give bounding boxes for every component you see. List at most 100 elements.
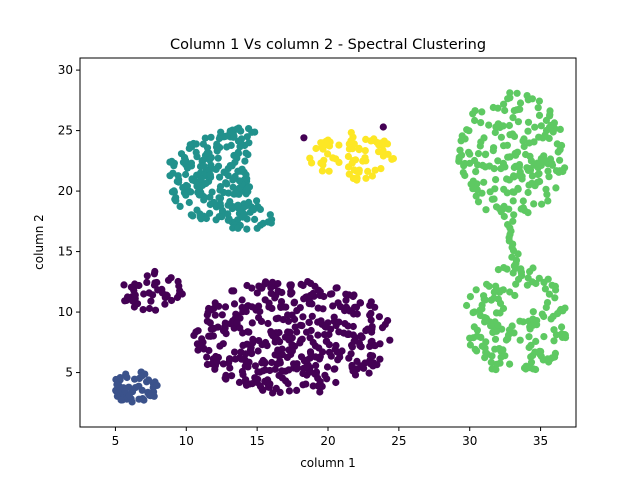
data-point-1170 <box>516 336 524 344</box>
data-point-402 <box>261 280 269 288</box>
data-point-462 <box>129 297 137 305</box>
data-point-1073 <box>541 285 550 293</box>
data-point-1167 <box>537 352 545 360</box>
data-point-1204 <box>300 134 308 142</box>
data-point-1137 <box>466 293 474 301</box>
data-point-669 <box>232 189 240 198</box>
data-point-1092 <box>552 331 561 339</box>
x-tick-label: 30 <box>462 434 477 448</box>
data-point-1010 <box>515 171 523 180</box>
data-point-793 <box>324 150 332 158</box>
data-point-546 <box>222 179 230 187</box>
y-tick-label: 5 <box>65 366 73 380</box>
data-point-920 <box>520 142 528 151</box>
data-point-394 <box>211 311 219 319</box>
data-point-1001 <box>514 185 522 193</box>
data-point-147 <box>293 307 301 315</box>
data-point-324 <box>369 352 377 360</box>
data-point-695 <box>212 216 220 224</box>
data-point-1168 <box>527 353 535 361</box>
data-point-735 <box>236 143 244 151</box>
data-point-1140 <box>495 345 503 353</box>
data-point-1051 <box>527 358 536 366</box>
data-point-458 <box>123 293 132 301</box>
data-point-745 <box>224 210 232 218</box>
data-point-568 <box>253 197 261 205</box>
data-point-1166 <box>496 287 504 295</box>
data-point-331 <box>205 346 213 355</box>
data-point-945 <box>525 139 533 147</box>
data-point-845 <box>510 211 518 219</box>
data-point-820 <box>347 129 355 137</box>
data-point-317 <box>237 355 246 363</box>
data-point-747 <box>240 210 248 218</box>
data-point-924 <box>480 134 488 142</box>
data-point-518 <box>113 380 121 389</box>
data-point-974 <box>478 189 486 197</box>
data-point-937 <box>506 131 514 139</box>
data-point-746 <box>203 149 211 157</box>
data-point-515 <box>146 392 154 400</box>
data-point-519 <box>125 392 133 400</box>
data-point-961 <box>530 200 538 208</box>
data-point-288 <box>272 315 280 323</box>
data-point-749 <box>197 175 205 183</box>
data-point-1112 <box>535 274 543 282</box>
data-point-1178 <box>483 350 491 358</box>
data-point-321 <box>309 338 317 347</box>
data-point-978 <box>481 151 489 159</box>
data-point-401 <box>303 328 311 336</box>
data-point-266 <box>318 382 326 390</box>
data-point-616 <box>199 140 207 148</box>
data-point-691 <box>241 157 249 165</box>
data-point-666 <box>206 200 214 209</box>
data-point-815 <box>347 137 355 145</box>
data-point-213 <box>261 296 269 304</box>
data-point-218 <box>321 371 329 379</box>
data-point-693 <box>228 126 237 134</box>
data-point-645 <box>192 148 200 156</box>
data-point-168 <box>317 317 325 325</box>
data-point-1013 <box>477 119 485 127</box>
data-point-440 <box>147 297 155 305</box>
data-point-717 <box>222 132 230 140</box>
data-point-758 <box>216 202 225 210</box>
data-point-273 <box>307 279 315 287</box>
data-point-311 <box>221 323 229 331</box>
data-point-246 <box>242 303 250 311</box>
data-point-1162 <box>470 323 478 331</box>
data-point-683 <box>200 162 208 170</box>
data-point-368 <box>216 342 224 350</box>
data-point-404 <box>218 311 226 319</box>
data-point-965 <box>516 99 525 107</box>
data-point-870 <box>494 104 502 112</box>
data-point-333 <box>334 356 342 364</box>
data-point-721 <box>216 194 225 202</box>
data-point-399 <box>356 299 365 307</box>
data-point-992 <box>506 153 514 161</box>
data-point-224 <box>284 317 293 325</box>
data-point-736 <box>237 127 245 135</box>
data-point-463 <box>175 290 183 298</box>
data-point-670 <box>243 225 251 233</box>
data-point-419 <box>236 324 244 332</box>
data-point-337 <box>278 367 286 375</box>
data-point-500 <box>116 374 124 382</box>
data-point-994 <box>505 121 513 130</box>
data-point-276 <box>288 341 296 349</box>
y-tick-label: 30 <box>58 63 73 77</box>
data-point-860 <box>497 133 505 141</box>
data-point-260 <box>254 347 262 355</box>
data-point-1002 <box>458 151 466 159</box>
data-point-824 <box>362 174 370 182</box>
data-point-1025 <box>491 128 499 137</box>
data-point-1150 <box>511 291 519 300</box>
data-point-606 <box>251 215 259 223</box>
data-point-409 <box>268 330 276 338</box>
data-point-339 <box>282 377 290 385</box>
scatter-points <box>112 89 570 406</box>
data-point-973 <box>537 122 545 130</box>
data-point-267 <box>228 372 236 380</box>
data-point-203 <box>230 287 238 295</box>
data-point-349 <box>297 336 305 344</box>
